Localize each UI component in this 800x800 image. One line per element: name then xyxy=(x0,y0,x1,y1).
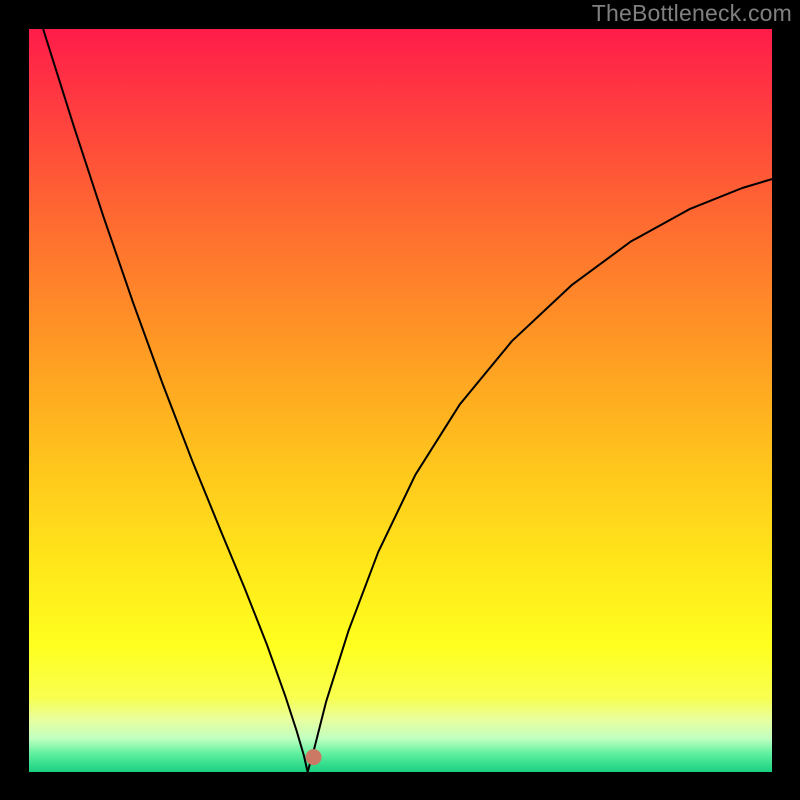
figure-root: TheBottleneck.com xyxy=(0,0,800,800)
bottleneck-chart xyxy=(29,29,772,772)
minimum-marker xyxy=(306,749,322,765)
watermark-text: TheBottleneck.com xyxy=(592,0,792,27)
chart-background xyxy=(29,29,772,772)
